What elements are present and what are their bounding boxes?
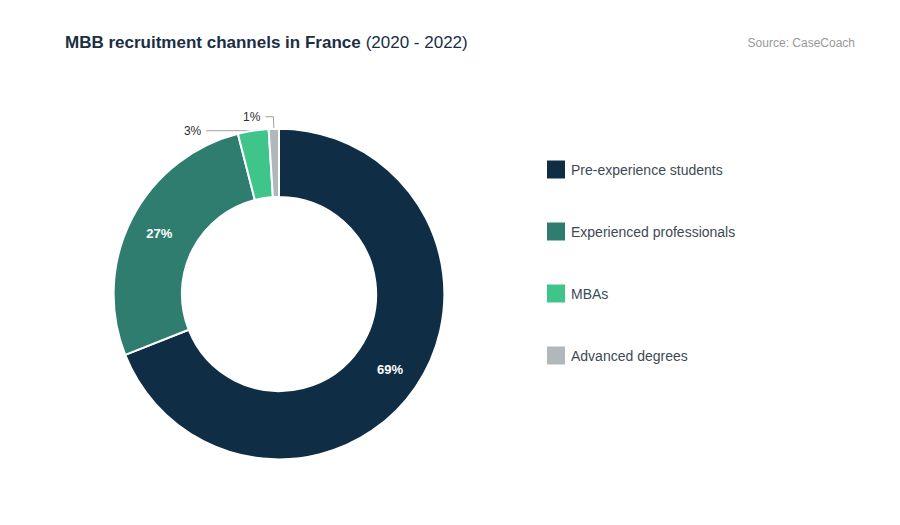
svg-text:1%: 1%	[243, 110, 261, 124]
svg-text:Advanced degrees: Advanced degrees	[571, 348, 688, 364]
svg-text:MBB recruitment channels in Fr: MBB recruitment channels in France	[65, 33, 361, 52]
svg-text:MBAs: MBAs	[571, 286, 608, 302]
svg-text:Source: CaseCoach: Source: CaseCoach	[748, 36, 855, 50]
svg-text:27%: 27%	[146, 226, 172, 241]
svg-text:69%: 69%	[377, 362, 403, 377]
svg-text:3%: 3%	[184, 124, 202, 138]
svg-text:Pre-experience students: Pre-experience students	[571, 162, 723, 178]
svg-text:Experienced professionals: Experienced professionals	[571, 224, 735, 240]
svg-text:(2020 - 2022): (2020 - 2022)	[366, 33, 468, 52]
